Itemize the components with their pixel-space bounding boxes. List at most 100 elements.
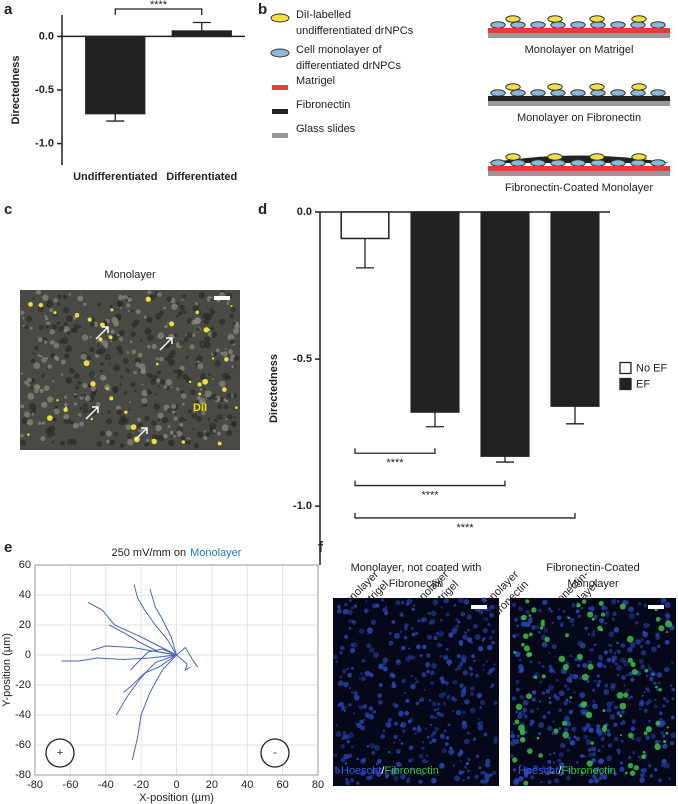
texture [30, 358, 36, 364]
texture [151, 420, 157, 426]
nucleus [623, 684, 626, 687]
nucleus [478, 646, 484, 652]
nucleus [608, 631, 615, 638]
texture [79, 421, 84, 427]
texture [82, 407, 89, 414]
trajectory [115, 654, 177, 716]
texture [144, 442, 150, 447]
nucleus [619, 722, 623, 726]
nucleus [660, 603, 663, 606]
cell-icon [510, 21, 526, 29]
nucleus [399, 630, 403, 634]
nucleus [670, 732, 677, 738]
nucleus [428, 699, 432, 702]
texture [66, 438, 73, 445]
texture [39, 355, 43, 358]
nucleus [593, 643, 597, 647]
nucleus [417, 619, 421, 623]
nucleus [440, 619, 443, 622]
trajectory [133, 584, 177, 656]
nucleus [541, 664, 545, 669]
texture [200, 373, 207, 381]
nucleus [513, 738, 520, 745]
nucleus [403, 635, 408, 640]
dii-cell [195, 310, 200, 315]
texture [210, 331, 218, 338]
fibronectin [562, 663, 569, 671]
nucleus [445, 612, 450, 617]
fibronectin [655, 685, 658, 689]
texture [35, 289, 41, 295]
texture [155, 313, 162, 320]
nucleus [629, 642, 636, 648]
x-tick-label: 40 [241, 779, 253, 791]
nucleus [430, 681, 434, 686]
significance-label: **** [456, 522, 474, 534]
nucleus [416, 727, 422, 733]
trajectory [176, 646, 199, 668]
texture [75, 385, 79, 390]
texture [182, 294, 186, 298]
nucleus [607, 643, 611, 647]
nucleus [402, 729, 406, 733]
nucleus [620, 643, 626, 648]
texture [34, 345, 39, 351]
nucleus [364, 712, 370, 718]
layer [488, 101, 670, 106]
texture [90, 317, 96, 322]
nucleus [671, 661, 674, 664]
texture [37, 337, 43, 343]
nucleus [547, 779, 552, 785]
y-tick-label: -60 [15, 739, 31, 751]
electrode-marker [260, 738, 290, 768]
texture [234, 355, 240, 361]
nucleus [360, 672, 364, 676]
nucleus [409, 717, 414, 721]
nucleus [340, 757, 346, 763]
texture [29, 326, 33, 330]
texture [176, 375, 180, 379]
nucleus [348, 703, 352, 707]
texture [45, 324, 50, 329]
nucleus [517, 713, 523, 720]
nucleus [547, 766, 553, 772]
nucleus [419, 771, 425, 777]
nucleus [472, 737, 477, 741]
nucleus [522, 707, 527, 712]
texture [113, 364, 121, 372]
arrow [85, 406, 99, 420]
nucleus [348, 686, 352, 690]
texture [101, 339, 108, 347]
texture [210, 326, 215, 331]
nucleus [397, 751, 400, 754]
nucleus [443, 598, 449, 604]
dii-cell [98, 337, 103, 342]
fibronectin [526, 693, 532, 700]
nucleus [516, 624, 519, 628]
layer [272, 85, 288, 90]
nucleus [453, 625, 459, 632]
fibronectin [658, 625, 665, 632]
nucleus [605, 610, 610, 614]
cell-icon [530, 89, 546, 97]
fibronectin [587, 611, 594, 618]
nucleus [392, 741, 396, 744]
nucleus [518, 763, 522, 768]
fibronectin [600, 628, 604, 632]
trajectory [91, 645, 177, 656]
nucleus [513, 617, 519, 622]
texture [51, 324, 57, 330]
nucleus [663, 697, 667, 701]
texture [64, 295, 67, 299]
nucleus [421, 741, 425, 744]
texture [22, 316, 25, 320]
texture [193, 317, 201, 325]
texture [234, 423, 237, 426]
nucleus [454, 775, 461, 782]
nucleus [466, 614, 472, 620]
trajectory [61, 654, 177, 662]
texture [213, 351, 217, 356]
nucleus [439, 712, 444, 718]
nucleus [425, 665, 429, 669]
nucleus [392, 620, 395, 623]
